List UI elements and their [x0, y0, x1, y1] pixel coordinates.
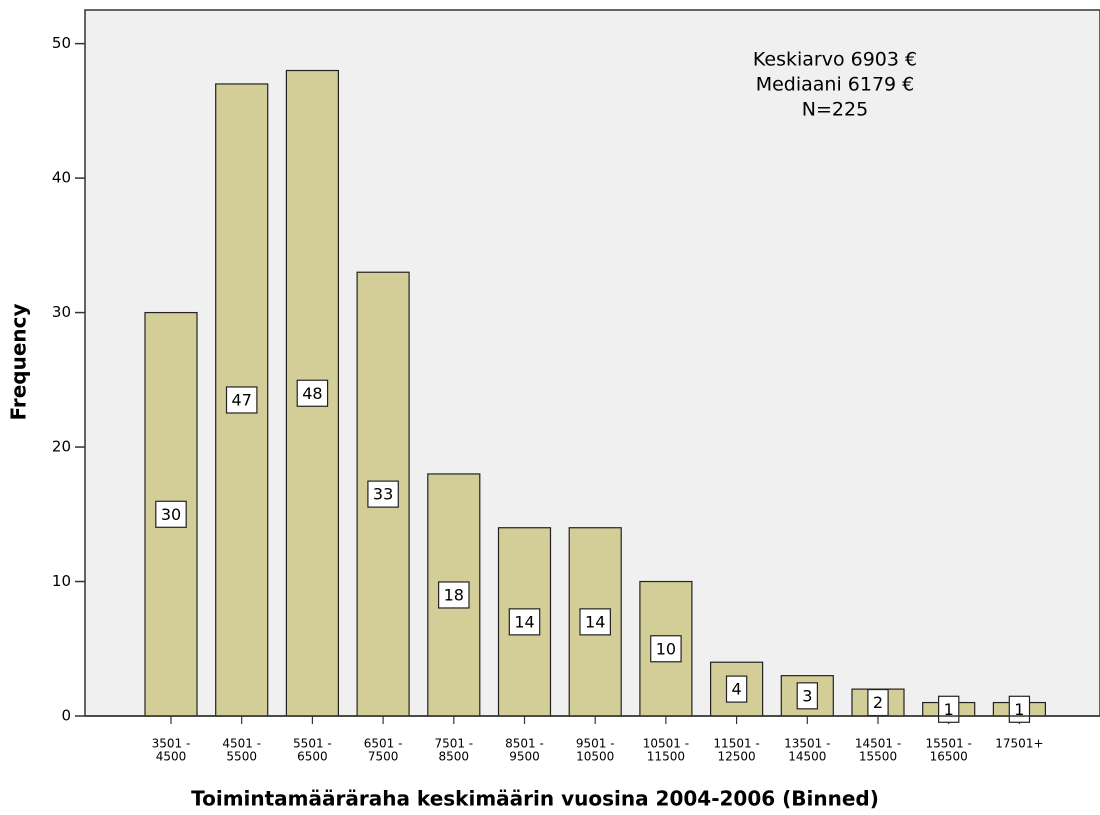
x-tick-label: 13501 - — [784, 737, 830, 751]
value-label-box — [796, 682, 818, 710]
value-label: 1 — [944, 700, 954, 719]
annotation: Keskiarvo 6903 € — [753, 49, 917, 71]
value-label-box — [225, 386, 258, 414]
y-axis-title: Frequency — [7, 303, 31, 420]
x-tick-label: 4500 — [156, 750, 187, 764]
value-label: 18 — [444, 585, 464, 604]
x-axis-title: Toimintamääräraha keskimäärin vuosina 20… — [191, 787, 879, 811]
x-tick-label: 4501 - — [222, 737, 261, 751]
y-tick-label: 0 — [61, 707, 71, 725]
value-label: 30 — [161, 505, 181, 524]
x-tick-label: 9500 — [509, 750, 540, 764]
x-tick-label: 17501+ — [995, 737, 1043, 751]
value-label-box — [650, 635, 682, 663]
x-tick-label: 15501 - — [926, 737, 972, 751]
x-tick-label: 6500 — [297, 750, 328, 764]
x-tick-label: 5500 — [226, 750, 257, 764]
x-tick-label: 16500 — [930, 750, 968, 764]
x-tick-label: 11500 — [647, 750, 685, 764]
y-tick-label: 10 — [52, 572, 71, 590]
value-label-box — [296, 379, 329, 407]
y-tick-label: 40 — [52, 169, 71, 187]
value-label: 33 — [373, 485, 393, 504]
x-tick-label: 7501 - — [434, 737, 473, 751]
x-tick-label: 10500 — [576, 750, 614, 764]
x-tick-label: 6501 - — [364, 737, 403, 751]
y-tick-label: 30 — [52, 303, 71, 321]
value-label: 47 — [232, 390, 252, 409]
value-label: 10 — [656, 639, 676, 658]
value-label-box — [508, 608, 541, 636]
value-label: 14 — [585, 612, 605, 631]
y-tick-label: 20 — [52, 438, 71, 456]
x-tick-label: 8500 — [439, 750, 470, 764]
value-label-box — [155, 500, 187, 528]
value-label-box — [579, 608, 611, 636]
x-tick-label: 7500 — [368, 750, 399, 764]
annotation: N=225 — [802, 99, 868, 121]
x-tick-label: 11501 - — [713, 737, 759, 751]
value-label: 48 — [302, 384, 322, 403]
value-label: 4 — [732, 680, 742, 699]
value-label: 1 — [1014, 700, 1024, 719]
annotation: Mediaani 6179 € — [756, 74, 915, 96]
x-tick-label: 9501 - — [576, 737, 615, 751]
value-label-box — [725, 675, 748, 703]
y-tick-label: 50 — [52, 34, 71, 52]
x-tick-label: 3501 - — [152, 737, 191, 751]
x-tick-label: 8501 - — [505, 737, 544, 751]
value-label: 14 — [514, 612, 534, 631]
value-label-box — [367, 480, 399, 508]
value-label: 2 — [873, 693, 883, 712]
value-label: 3 — [802, 686, 812, 705]
x-tick-label: 14501 - — [855, 737, 901, 751]
x-tick-label: 12500 — [718, 750, 756, 764]
x-tick-label: 5501 - — [293, 737, 332, 751]
x-tick-label: 10501 - — [643, 737, 689, 751]
value-label-box — [438, 581, 470, 609]
x-tick-label: 14500 — [788, 750, 826, 764]
x-tick-label: 15500 — [859, 750, 897, 764]
